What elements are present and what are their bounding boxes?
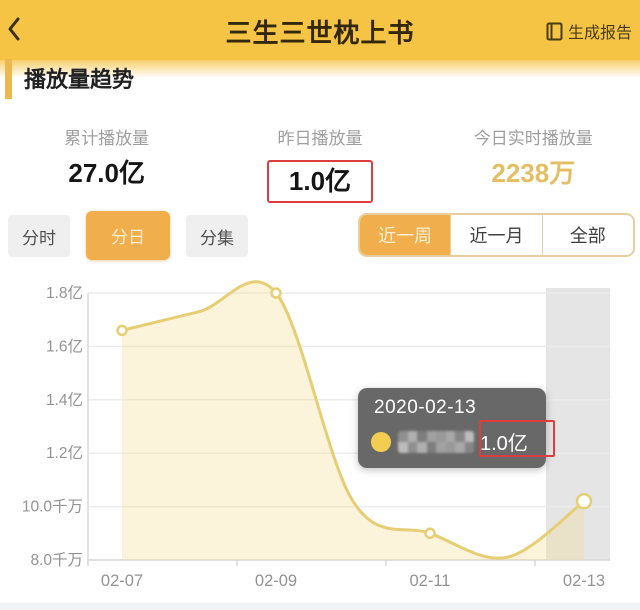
stat-label: 累计播放量 (64, 129, 150, 148)
chart-plot-area[interactable]: 1.8亿 1.6亿 1.4亿 1.2亿 10.0千万 8.0千万 02-07 02-09 02-… (0, 270, 640, 610)
section-title: 播放量趋势 (24, 67, 135, 92)
x-tick-label: 02-13 (563, 572, 605, 590)
generate-report-label: 生成报告 (567, 25, 632, 42)
data-point-marker (424, 527, 436, 540)
stat-value: 2238万 (491, 158, 576, 188)
data-point-marker (270, 287, 282, 299)
stat-yesterday-plays: 昨日播放量 1.0亿 (213, 118, 426, 210)
trend-area (122, 281, 584, 560)
trend-chart[interactable]: 1.8亿 1.6亿 1.4亿 1.2亿 10.0千万 8.0千万 02-07 02-09 02-… (0, 270, 640, 610)
trend-line (120, 280, 586, 560)
tooltip-value: 1.0亿 (480, 433, 528, 455)
range-tab-group: 近一周 近一月 全部 (358, 213, 635, 257)
y-tick-label: 1.6亿 (46, 337, 83, 355)
tab-by-episode[interactable]: 分集 (186, 215, 248, 257)
series-dot-icon (371, 431, 391, 452)
section-accent-bar (5, 59, 12, 99)
tooltip-date: 2020-02-13 (374, 397, 477, 418)
y-tick-label: 1.4亿 (46, 391, 83, 409)
chevron-left-icon (8, 17, 20, 41)
stat-value-highlight-box: 1.0亿 (266, 160, 374, 203)
hover-band (546, 288, 610, 560)
generate-report-button[interactable]: 生成报告 (546, 19, 632, 43)
tab-daily-active[interactable]: 分日 (86, 211, 170, 260)
y-tick-label: 1.8亿 (46, 284, 83, 302)
y-tick-label: 8.0千万 (30, 551, 83, 569)
page-bottom-strip (0, 603, 640, 610)
chart-tooltip: 2020-02-13 1.0亿 (358, 388, 555, 468)
stat-value: 27.0亿 (68, 158, 145, 188)
y-tick-label: 10.0千万 (22, 498, 83, 516)
report-document-icon (546, 22, 563, 40)
x-tick-label: 02-07 (101, 572, 143, 590)
x-tick-label: 02-09 (255, 572, 297, 590)
page-title: 三生三世枕上书 (225, 18, 415, 48)
data-point-marker (575, 493, 593, 510)
back-button[interactable] (2, 14, 26, 44)
data-point-marker (116, 324, 128, 337)
y-tick-label: 1.2亿 (46, 444, 83, 462)
range-tab-all[interactable]: 全部 (541, 215, 633, 255)
x-tick-label: 02-11 (410, 572, 451, 590)
stat-label: 今日实时播放量 (473, 129, 593, 148)
app-header: 三生三世枕上书 生成报告 (0, 0, 640, 60)
range-tab-week-active[interactable]: 近一周 (360, 215, 451, 255)
stats-row: 累计播放量 27.0亿 昨日播放量 1.0亿 今日实时播放量 2238万 (0, 118, 640, 210)
stat-today-realtime-plays: 今日实时播放量 2238万 (427, 118, 640, 210)
tab-hourly[interactable]: 分时 (8, 215, 70, 257)
chart-svg: 1.8亿 1.6亿 1.4亿 1.2亿 10.0千万 8.0千万 02-07 02-09 02-… (22, 280, 610, 590)
stat-cumulative-plays: 累计播放量 27.0亿 (0, 118, 213, 210)
censored-series-name (398, 430, 474, 453)
stat-label: 昨日播放量 (277, 129, 363, 148)
range-tab-month[interactable]: 近一月 (450, 215, 542, 255)
tooltip-series-row: 1.0亿 (371, 420, 555, 457)
header-fade (0, 60, 640, 78)
